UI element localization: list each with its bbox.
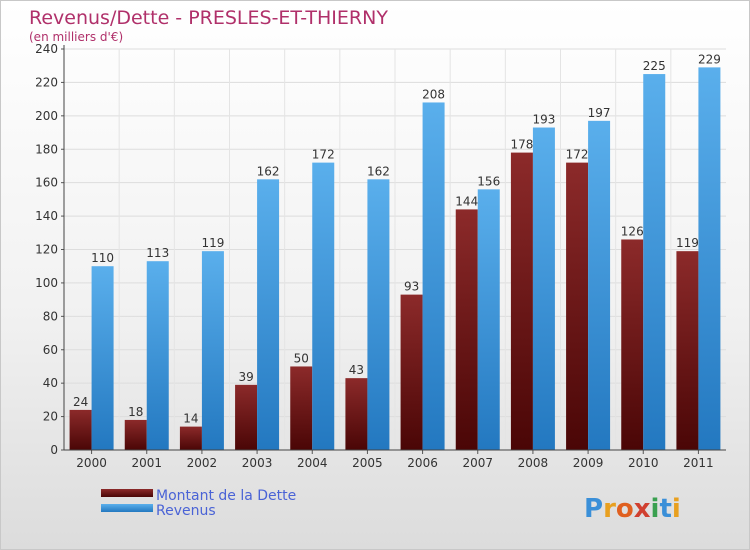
data-label: 126 [621,224,644,238]
x-tick-label: 2006 [407,456,438,470]
bar-revenus [588,120,611,451]
bar-dette [235,384,258,450]
data-label: 43 [349,363,364,377]
y-tick-label: 80 [43,309,58,323]
bar-revenus [91,266,114,450]
x-tick-label: 2008 [518,456,549,470]
bar-dette [676,251,699,450]
data-label: 172 [566,148,589,162]
bar-revenus [422,102,445,450]
bar-dette [345,378,368,450]
data-label: 113 [146,246,169,260]
data-label: 39 [238,370,253,384]
data-label: 162 [257,164,280,178]
bar-revenus [643,74,666,450]
x-tick-label: 2004 [297,456,328,470]
logo-letter: r [603,494,616,524]
data-label: 172 [312,148,335,162]
bar-dette [510,152,533,450]
bar-revenus [257,179,280,450]
data-label: 156 [477,174,500,188]
bar-dette [290,366,313,450]
x-tick-label: 2009 [573,456,604,470]
y-tick-label: 0 [50,443,58,457]
x-tick-label: 2010 [628,456,659,470]
data-label: 50 [294,351,309,365]
grid-layer [64,48,726,450]
data-label: 197 [588,106,611,120]
y-tick-label: 220 [35,75,58,89]
y-tick-label: 140 [35,209,58,223]
y-tick-label: 200 [35,109,58,123]
x-tick-label: 2011 [683,456,714,470]
data-label: 225 [643,59,666,73]
bar-revenus [146,261,169,450]
bar-revenus [477,189,500,450]
data-label: 110 [91,251,114,265]
x-tick-label: 2003 [242,456,273,470]
bar-dette [566,162,589,450]
data-label: 208 [422,87,445,101]
legend-swatch-debt [101,489,153,497]
bar-dette [69,409,92,450]
logo-letter: x [634,494,651,524]
x-tick-label: 2001 [131,456,162,470]
y-tick-label: 180 [35,142,58,156]
bar-revenus [312,162,335,450]
bar-dette [621,239,644,450]
bar-dette [124,419,147,450]
y-tick-label: 20 [43,410,58,424]
bar-revenus [367,179,390,450]
bar-dette [455,209,478,450]
x-tick-label: 2005 [352,456,383,470]
data-label: 119 [201,236,224,250]
x-tick-label: 2007 [462,456,493,470]
y-tick-label: 40 [43,376,58,390]
x-tick-label: 2000 [76,456,107,470]
y-tick-label: 60 [43,343,58,357]
data-label: 178 [510,138,533,152]
logo-letter: o [616,494,634,524]
y-tick-label: 120 [35,243,58,257]
axis-layer: 0 20 40 60 80 100 120 140 160 180 200 220 240 2000 200… [35,42,726,470]
chart-title: Revenus/Dette - PRESLES-ET-THIERNY [29,7,388,29]
legend-label-debt: Montant de la Dette [156,488,296,504]
bar-revenus [532,127,555,450]
chart-subtitle: (en milliers d'€) [29,30,123,44]
data-label: 144 [455,194,478,208]
logo-letter: i [651,494,660,524]
data-label: 24 [73,395,88,409]
bar-dette [179,426,202,450]
bar-revenus [201,251,224,450]
bars-layer: 24 110 18 113 14 119 39 162 50 172 43 162 93 208 144 15… [69,52,721,451]
x-tick-label: 2002 [187,456,218,470]
data-label: 193 [532,113,555,127]
data-label: 93 [404,280,419,294]
data-label: 119 [676,236,699,250]
data-label: 162 [367,164,390,178]
logo-letter: i [672,494,681,524]
bar-dette [400,294,423,450]
data-label: 18 [128,405,143,419]
proxiti-logo: Proxiti [584,494,681,524]
bar-revenus [698,67,721,451]
y-tick-label: 100 [35,276,58,290]
legend-label-revenus: Revenus [156,503,216,519]
legend: Montant de la Dette Revenus [101,488,296,519]
logo-letter: P [584,494,603,524]
y-tick-label: 160 [35,176,58,190]
logo-letter: t [659,494,671,524]
data-label: 14 [183,412,198,426]
legend-swatch-revenus [101,504,153,512]
data-label: 229 [698,52,721,66]
y-tick-label: 240 [35,42,58,56]
